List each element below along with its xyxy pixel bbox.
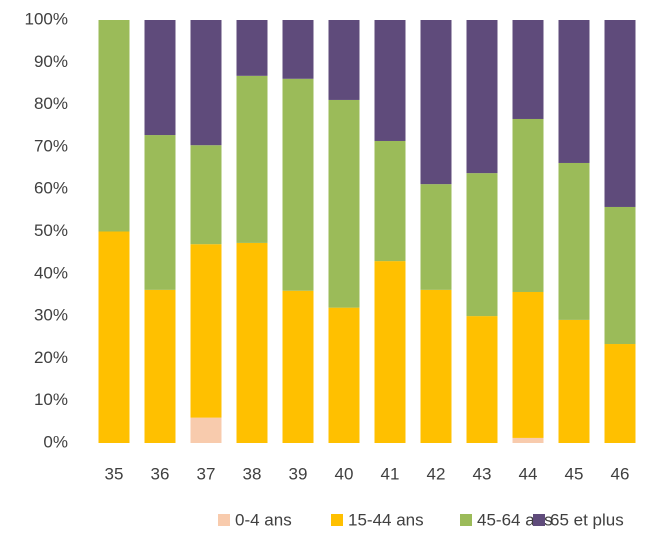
- x-tick-label: 38: [243, 464, 262, 483]
- bar-segment: [144, 20, 176, 136]
- bar-segment: [466, 316, 498, 443]
- bar-segment: [98, 20, 130, 232]
- y-tick-label: 20%: [34, 348, 68, 367]
- x-tick-label: 41: [381, 464, 400, 483]
- bar-segment: [512, 118, 544, 292]
- bar-segment: [236, 20, 268, 76]
- legend-swatch: [533, 514, 545, 526]
- y-tick-label: 100%: [25, 9, 68, 28]
- bar-segment: [190, 20, 222, 146]
- bar-segment: [420, 184, 452, 290]
- bar-segment: [236, 242, 268, 443]
- x-tick-label: 43: [473, 464, 492, 483]
- bar-segment: [420, 289, 452, 443]
- bar-segment: [558, 319, 590, 443]
- bar-segment: [328, 20, 360, 100]
- bar-segment: [282, 78, 314, 291]
- x-tick-label: 44: [519, 464, 538, 483]
- bar-segment: [374, 261, 406, 443]
- bar-segment: [98, 231, 130, 443]
- bar-segment: [190, 417, 222, 443]
- x-tick-label: 37: [197, 464, 216, 483]
- y-tick-label: 50%: [34, 221, 68, 240]
- y-tick-label: 30%: [34, 306, 68, 325]
- bar-segment: [466, 173, 498, 317]
- y-tick-label: 80%: [34, 94, 68, 113]
- bar-segment: [558, 162, 590, 320]
- x-tick-label: 45: [565, 464, 584, 483]
- bar-segment: [604, 206, 636, 345]
- y-tick-label: 70%: [34, 136, 68, 155]
- y-tick-label: 90%: [34, 52, 68, 71]
- x-tick-label: 42: [427, 464, 446, 483]
- legend-swatch: [331, 514, 343, 526]
- bar-segment: [420, 20, 452, 185]
- bar-segment: [282, 20, 314, 79]
- y-tick-label: 60%: [34, 179, 68, 198]
- x-tick-label: 39: [289, 464, 308, 483]
- x-tick-label: 40: [335, 464, 354, 483]
- legend-label: 0-4 ans: [235, 510, 292, 529]
- bar-segment: [512, 437, 544, 443]
- bar-segment: [328, 307, 360, 443]
- bar-segment: [144, 289, 176, 443]
- y-tick-label: 40%: [34, 263, 68, 282]
- bar-segment: [374, 20, 406, 141]
- legend-swatch: [218, 514, 230, 526]
- x-tick-label: 35: [105, 464, 124, 483]
- bar-segment: [604, 344, 636, 443]
- bar-segment: [374, 140, 406, 262]
- bar-segment: [512, 291, 544, 438]
- bar-segment: [144, 135, 176, 290]
- bar-segment: [512, 20, 544, 119]
- legend-label: 65 et plus: [550, 510, 624, 529]
- bar-segment: [558, 20, 590, 163]
- x-tick-label: 46: [611, 464, 630, 483]
- bar-segment: [328, 99, 360, 308]
- y-tick-label: 0%: [43, 432, 68, 451]
- bar-segment: [282, 290, 314, 443]
- bar-segment: [236, 75, 268, 243]
- bar-segment: [604, 20, 636, 207]
- x-tick-label: 36: [151, 464, 170, 483]
- legend-label: 15-44 ans: [348, 510, 424, 529]
- legend-swatch: [460, 514, 472, 526]
- bar-segment: [190, 244, 222, 418]
- bar-segment: [190, 145, 222, 245]
- bar-segment: [466, 20, 498, 174]
- y-tick-label: 10%: [34, 390, 68, 409]
